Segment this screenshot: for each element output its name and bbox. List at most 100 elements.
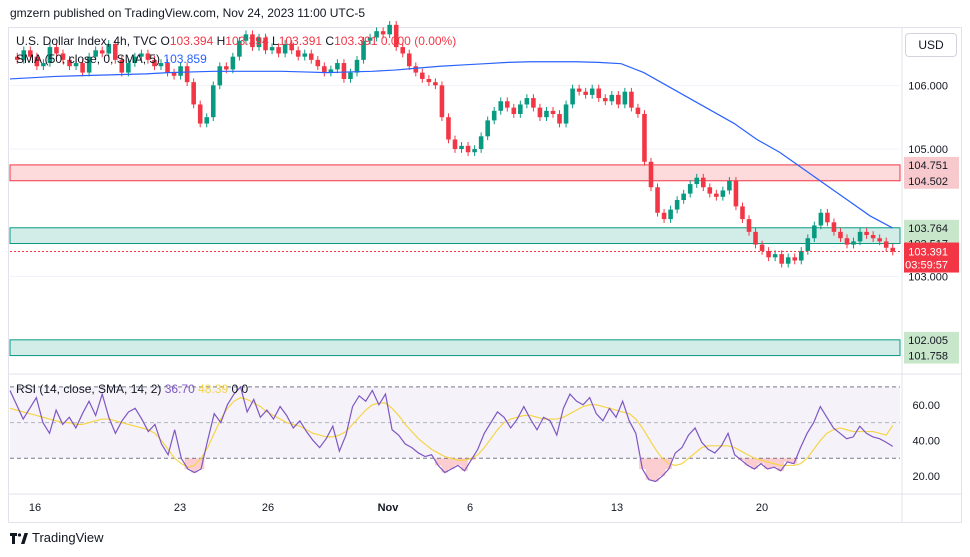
candle-body: [145, 53, 151, 60]
candle-body: [544, 110, 549, 118]
open-label: O: [160, 34, 170, 48]
rsi-oversold-fill: [757, 458, 765, 464]
candle-body: [224, 66, 229, 70]
sma-legend: SMA (50, close, 0, SMA, 5) 103.859: [16, 52, 207, 66]
candle-body: [21, 50, 27, 60]
rsi-label[interactable]: RSI (14, close, SMA, 14, 2): [16, 382, 162, 396]
candle-body: [217, 66, 223, 86]
candle-body: [210, 85, 216, 118]
candle-body: [655, 187, 660, 213]
x-tick-label: 26: [262, 502, 274, 514]
candle-body: [204, 117, 210, 124]
candle-body: [197, 104, 203, 124]
candle-body: [139, 53, 144, 57]
candle-body: [779, 254, 784, 264]
candle-body: [883, 241, 889, 248]
candle-body: [413, 66, 419, 73]
candle-body: [838, 231, 843, 239]
candle-body: [374, 31, 379, 38]
rsi-oversold-fill: [448, 458, 455, 470]
open-value: 103.394: [169, 34, 214, 48]
sma-label[interactable]: SMA (50, close, 0, SMA, 5): [16, 52, 161, 66]
rsi-oversold-fill: [751, 458, 758, 470]
candle-body: [472, 149, 477, 153]
candle-body: [341, 63, 347, 79]
candle-body: [152, 59, 157, 67]
candle-body: [504, 101, 510, 108]
tradingview-logo-icon: [10, 533, 28, 545]
rsi-line: [9, 385, 894, 483]
candle-body: [439, 85, 445, 118]
candle-body: [550, 110, 556, 114]
candle-body: [792, 257, 798, 261]
zone-price-tag: [904, 156, 959, 173]
candle-body: [812, 225, 817, 239]
candle-body: [498, 101, 504, 111]
candle-body: [700, 177, 706, 188]
rsi-oversold-fill: [737, 458, 745, 461]
candle-body: [165, 63, 170, 73]
candle-body: [34, 56, 40, 67]
candle-body: [14, 56, 20, 60]
x-tick-label: 16: [29, 502, 41, 514]
candle-body: [596, 88, 602, 99]
zone-price-tag: [904, 331, 959, 348]
candle-body: [459, 145, 464, 150]
high-value: 103.394: [225, 34, 269, 48]
candle-body: [563, 104, 569, 124]
candle-body: [746, 219, 752, 232]
rsi-oversold-fill: [184, 458, 192, 470]
candle-body: [714, 193, 719, 197]
candle-body: [106, 43, 112, 54]
high-label: H: [216, 34, 226, 48]
candle-body: [452, 139, 458, 150]
candle-body: [315, 59, 321, 67]
candle-body: [230, 56, 236, 70]
candle-body: [511, 107, 517, 114]
candle-body: [635, 107, 641, 114]
candle-body: [687, 184, 693, 194]
low-value: 103.391: [278, 34, 323, 48]
zone-price-label: 104.502: [908, 176, 948, 188]
candle-body: [41, 63, 46, 67]
y-tick-label: 106.000: [908, 80, 948, 92]
candle-body: [537, 107, 543, 118]
candle-body: [112, 43, 118, 60]
candle-body: [191, 82, 196, 105]
candle-body: [393, 24, 399, 48]
rsi-ma-line: [9, 396, 894, 468]
countdown-label: 03:59:57: [905, 260, 948, 272]
zone-price-tag: [904, 219, 959, 236]
candle-body: [864, 231, 869, 236]
candle-body: [890, 247, 896, 252]
change-value: 0.000 (0.00%): [380, 34, 457, 48]
candle-body: [276, 47, 281, 54]
candle-body: [132, 56, 138, 64]
candle-body: [609, 94, 615, 102]
symbol-label[interactable]: U.S. Dollar Index, 4h, TVC: [16, 34, 158, 48]
candle-body: [485, 120, 490, 137]
support-zone: [9, 227, 901, 245]
candle-body: [576, 88, 582, 92]
candle-body: [243, 34, 249, 41]
candle-body: [629, 91, 634, 108]
candle-body: [648, 161, 654, 188]
rsi-tick-label: 40.00: [912, 435, 940, 447]
currency-button[interactable]: USD: [905, 33, 957, 57]
rsi-oversold-fill: [652, 458, 659, 482]
candle-body: [250, 34, 255, 48]
support-zone: [9, 339, 901, 357]
candle-body: [80, 63, 85, 73]
candle-body: [589, 88, 595, 95]
candle-body: [256, 37, 262, 48]
candle-body: [805, 238, 811, 251]
candle-body: [681, 193, 686, 200]
rsi-oversold-fill: [784, 458, 791, 462]
x-tick-label: 23: [174, 502, 186, 514]
rsi-oversold-fill: [777, 458, 785, 471]
last-price-tag: [904, 242, 959, 273]
candle-body: [524, 98, 530, 105]
tradingview-logo[interactable]: TradingView: [10, 530, 104, 545]
candle-body: [47, 47, 53, 64]
